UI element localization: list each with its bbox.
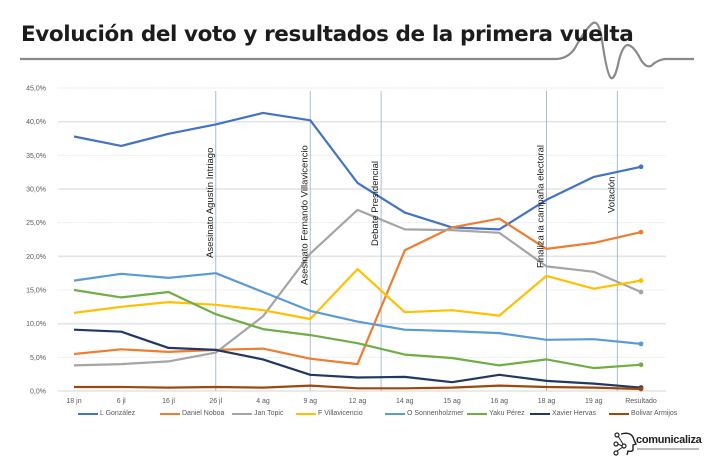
legend-swatch	[160, 412, 180, 415]
logo-tagline-bar	[637, 448, 699, 450]
x-tick-label: 12 ag	[349, 398, 367, 405]
series-point	[638, 341, 644, 347]
legend-swatch	[296, 412, 316, 415]
series-line	[74, 384, 642, 391]
y-axis-ticks: 0,0% 5,0% 10,0% 15,0% 20,0% 25,0% 30,0% 35,0% 40…	[26, 86, 46, 396]
legend-label: Xavier Hervas	[552, 410, 596, 417]
x-tick-label: 4 ag	[256, 398, 270, 405]
event-markers	[215, 91, 618, 391]
legend-swatch	[609, 412, 629, 415]
line-chart: 0,0% 5,0% 10,0% 15,0% 20,0% 25,0% 30,0% 35,0% 40…	[26, 86, 666, 405]
y-tick-label: 30,0%	[26, 187, 46, 194]
series-point	[638, 229, 644, 235]
x-tick-label: 18 jn	[66, 398, 81, 405]
series-line	[73, 217, 642, 366]
series-line	[73, 111, 642, 231]
legend-label: Jan Topic	[254, 410, 284, 417]
logo-text: comunicaliza	[636, 434, 702, 446]
legend-label: Yaku Pérez	[489, 410, 525, 417]
x-tick-label: 18 ag	[538, 398, 556, 405]
series-line	[73, 272, 642, 345]
legend-item: Bolivar Armijos	[609, 410, 677, 417]
x-tick-label: 6 jl	[117, 398, 126, 405]
event-annotation: Asesinato Fernando Villavicencio	[299, 145, 310, 285]
y-tick-label: 15,0%	[26, 288, 46, 295]
legend-swatch	[78, 412, 98, 415]
legend-item: O Sonnenholzmer	[385, 410, 463, 417]
head-network-icon	[613, 432, 637, 456]
y-tick-label: 20,0%	[26, 254, 46, 261]
legend-swatch	[467, 412, 487, 415]
x-tick-label: 19 ag	[585, 398, 603, 405]
x-tick-label: 14 ag	[396, 398, 414, 405]
legend-swatch	[232, 412, 252, 415]
series-line	[73, 288, 642, 370]
legend-swatch	[530, 412, 550, 415]
series-point	[638, 289, 644, 295]
legend-item: Daniel Noboa	[160, 410, 224, 417]
series-point	[638, 278, 644, 283]
x-tick-label: 26 jl	[209, 398, 222, 405]
series-line	[73, 328, 642, 389]
y-tick-label: 40,0%	[26, 119, 46, 126]
legend-label: Daniel Noboa	[182, 410, 225, 417]
legend: L González Daniel Noboa Jan Topic F Villavi…	[0, 410, 708, 424]
event-annotation: Debate Presidencial	[370, 161, 381, 246]
event-annotation: Finaliza la campaña electoral	[536, 145, 547, 268]
y-tick-label: 0,0%	[30, 389, 46, 396]
event-annotation: Votación	[606, 177, 617, 213]
y-tick-label: 10,0%	[26, 321, 46, 328]
header-wave-decoration	[20, 21, 694, 80]
x-tick-label: 15 ag	[443, 398, 461, 405]
series-line	[73, 268, 642, 321]
x-axis-ticks: 18 jn 6 jl 16 jl 26 jl 4 ag 9 ag 12 ag 14 ag 15 …	[66, 398, 656, 405]
x-tick-label: 16 ag	[490, 398, 508, 405]
x-tick-label: 9 ag	[303, 398, 317, 405]
legend-label: Bolivar Armijos	[631, 410, 678, 417]
legend-item: F Villavicencio	[296, 410, 363, 417]
series-point	[638, 164, 644, 170]
legend-swatch	[385, 412, 405, 415]
series-point	[638, 362, 644, 368]
legend-label: O Sonnenholzmer	[407, 410, 464, 417]
comunicaliza-logo: comunicaliza	[612, 430, 702, 458]
series-line	[73, 208, 642, 367]
legend-item: Jan Topic	[232, 410, 283, 417]
gridlines	[58, 87, 666, 392]
legend-item: Yaku Pérez	[467, 410, 525, 417]
x-tick-label: 16 jl	[162, 398, 175, 405]
heartbeat-wave-icon	[20, 21, 694, 80]
legend-item: L González	[78, 410, 135, 417]
legend-label: F Villavicencio	[318, 410, 363, 417]
event-annotation: Asesinato Agustín Intriago	[205, 148, 216, 258]
chart-title: Evolución del voto y resultados de la pr…	[21, 22, 634, 47]
y-tick-label: 25,0%	[26, 220, 46, 227]
legend-label: L González	[100, 410, 136, 417]
y-tick-label: 5,0%	[30, 355, 46, 362]
series-lines	[73, 111, 644, 392]
event-annotations: Asesinato Agustín Intriago Asesinato Fern…	[205, 145, 618, 285]
x-tick-label: Resultado	[625, 398, 657, 405]
legend-item: Xavier Hervas	[530, 410, 596, 417]
series-point	[638, 386, 644, 392]
y-tick-label: 35,0%	[26, 153, 46, 160]
y-tick-label: 45,0%	[26, 86, 46, 93]
